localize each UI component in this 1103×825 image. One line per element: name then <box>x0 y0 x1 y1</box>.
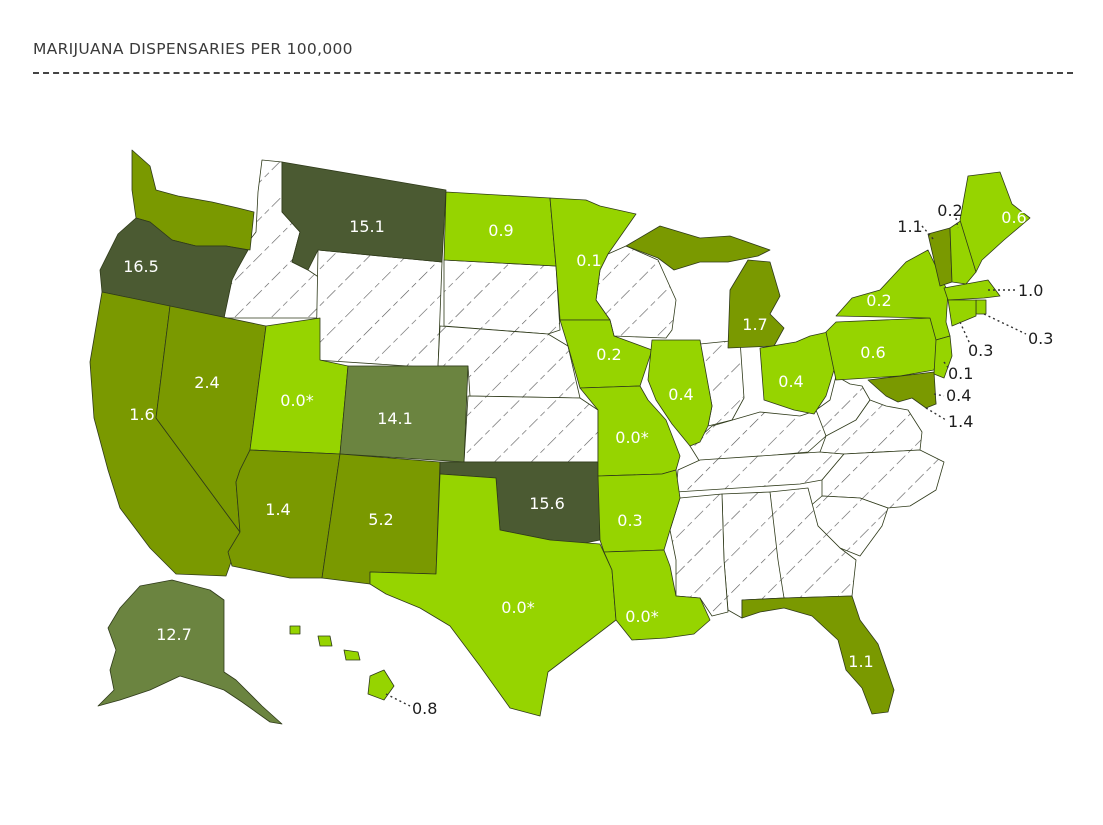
value-label-hawaii: 0.8 <box>412 699 437 718</box>
leader-line-delaware <box>933 393 945 397</box>
value-label-arizona: 1.4 <box>265 500 290 519</box>
state-missouri <box>579 385 681 477</box>
state-hawaii-maui <box>343 649 361 661</box>
value-label-california: 1.6 <box>129 405 154 424</box>
state-connecticut <box>947 299 977 327</box>
state-arkansas <box>597 469 681 553</box>
state-north-carolina <box>821 449 945 509</box>
state-michigan-lower <box>727 259 785 349</box>
value-label-alaska: 12.7 <box>156 625 192 644</box>
value-label-north-dakota: 0.9 <box>488 221 513 240</box>
state-ohio <box>759 331 835 415</box>
map-title: MARIJUANA DISPENSARIES PER 100,000 <box>33 40 353 58</box>
value-label-connecticut: 0.3 <box>968 341 993 360</box>
value-label-colorado: 14.1 <box>377 409 413 428</box>
state-rhode-island <box>975 299 987 315</box>
state-mississippi <box>669 493 729 617</box>
value-label-nevada: 2.4 <box>194 373 219 392</box>
state-iowa <box>559 319 653 389</box>
value-label-montana: 15.1 <box>349 217 385 236</box>
state-kansas <box>463 395 599 463</box>
state-michigan-upper <box>625 225 771 271</box>
leader-line-hawaii <box>385 693 411 707</box>
value-label-florida: 1.1 <box>848 652 873 671</box>
value-label-pennsylvania: 0.6 <box>860 343 885 362</box>
leader-line-new-hampshire <box>955 217 959 229</box>
value-label-ohio: 0.4 <box>778 372 803 391</box>
value-label-arkansas: 0.3 <box>617 511 642 530</box>
state-florida <box>741 595 895 715</box>
state-massachusetts <box>943 279 1001 301</box>
title-divider <box>33 72 1073 74</box>
leader-line-vermont <box>921 225 935 241</box>
value-label-rhode-island: 0.3 <box>1028 329 1053 348</box>
leader-line-connecticut <box>959 321 971 345</box>
state-maryland <box>867 371 937 409</box>
state-illinois <box>647 339 713 447</box>
state-wyoming <box>315 249 443 369</box>
value-label-new-york: 0.2 <box>866 291 891 310</box>
value-label-iowa: 0.2 <box>596 345 621 364</box>
state-minnesota <box>549 197 637 321</box>
value-label-missouri: 0.0* <box>615 428 648 447</box>
value-label-utah: 0.0* <box>280 391 313 410</box>
value-label-massachusetts: 1.0 <box>1018 281 1043 300</box>
state-texas <box>369 473 617 717</box>
state-virginia <box>819 399 923 455</box>
value-label-minnesota: 0.1 <box>576 251 601 270</box>
state-hawaii-kauai <box>289 625 301 635</box>
state-montana <box>281 161 447 271</box>
state-louisiana <box>603 549 711 641</box>
value-label-maryland: 1.4 <box>948 412 973 431</box>
leader-line-new-jersey <box>943 361 951 371</box>
leader-line-rhode-island <box>983 313 1027 335</box>
value-label-oklahoma: 15.6 <box>529 494 565 513</box>
value-label-new-hampshire: 0.2 <box>937 201 962 220</box>
value-label-michigan: 1.7 <box>742 315 767 334</box>
state-south-dakota <box>443 259 561 335</box>
value-label-new-jersey: 0.1 <box>948 364 973 383</box>
state-hawaii-big-island <box>367 669 395 701</box>
value-label-new-mexico: 5.2 <box>368 510 393 529</box>
state-hawaii-oahu <box>317 635 333 647</box>
state-alaska <box>97 579 283 725</box>
value-label-illinois: 0.4 <box>668 385 693 404</box>
state-maine <box>959 171 1031 273</box>
value-label-vermont: 1.1 <box>897 217 922 236</box>
state-oregon <box>99 217 249 319</box>
value-label-delaware: 0.4 <box>946 386 971 405</box>
value-label-louisiana: 0.0* <box>625 607 658 626</box>
value-label-maine: 0.6 <box>1001 208 1026 227</box>
value-label-washington: 6.2 <box>180 178 205 197</box>
value-label-oregon: 16.5 <box>123 257 159 276</box>
value-label-texas: 0.0* <box>501 598 534 617</box>
leader-line-maryland <box>925 407 947 421</box>
